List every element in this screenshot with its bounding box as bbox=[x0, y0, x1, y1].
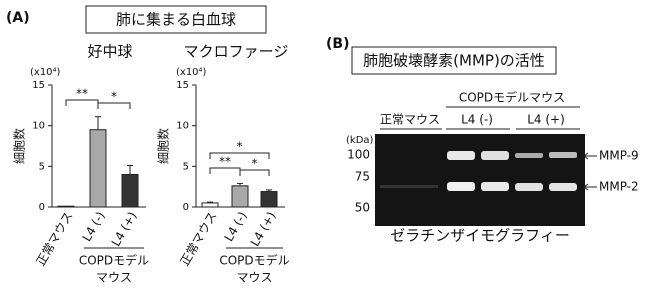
x-tick-label: L4 (-) bbox=[222, 209, 250, 244]
y-tick-label: 0 bbox=[183, 202, 189, 213]
chart-title: マクロファージ bbox=[184, 43, 289, 61]
sig-bracket bbox=[97, 102, 131, 109]
sig-label: * bbox=[237, 140, 243, 154]
lane-header: L4 (-) bbox=[461, 113, 493, 127]
method-label: ゼラチンザイモグラフィー bbox=[390, 227, 570, 245]
bands bbox=[380, 151, 577, 191]
arrow-head bbox=[583, 152, 589, 160]
lane-header: 正常マウス bbox=[380, 113, 440, 127]
panel-label: (B) bbox=[326, 36, 349, 52]
group-header: COPDモデルマウス bbox=[459, 90, 565, 105]
band bbox=[549, 183, 577, 191]
y-tick-label: 15 bbox=[176, 80, 189, 91]
panel-title: 肺に集まる白血球 bbox=[116, 11, 236, 29]
band-label: MMP-2 bbox=[599, 180, 639, 194]
unit-label: (kDa) bbox=[346, 135, 374, 146]
sig-label: * bbox=[252, 157, 258, 171]
bar bbox=[57, 205, 75, 208]
sig-label: ** bbox=[219, 155, 231, 169]
sig-label: * bbox=[111, 90, 117, 104]
lane-header: L4 (+) bbox=[527, 113, 565, 127]
marker-label: 75 bbox=[355, 170, 370, 184]
x-tick-label: L4 (+) bbox=[248, 209, 279, 249]
chart-title: 好中球 bbox=[87, 43, 132, 61]
band-label: MMP-9 bbox=[599, 149, 639, 163]
arrow-head bbox=[583, 183, 589, 191]
band bbox=[515, 183, 543, 191]
bar bbox=[231, 185, 249, 208]
y-tick-label: 0 bbox=[39, 202, 45, 213]
y-tick-label: 10 bbox=[32, 121, 45, 132]
group-label: マウス bbox=[236, 271, 272, 285]
band bbox=[481, 182, 509, 191]
sig-bracket bbox=[209, 167, 241, 174]
band bbox=[447, 182, 475, 191]
y-tick-label: 10 bbox=[176, 121, 189, 132]
bar bbox=[89, 129, 107, 208]
title-box bbox=[351, 46, 557, 75]
axis-unit: (x10⁴) bbox=[30, 67, 61, 78]
y-tick-label: 15 bbox=[32, 80, 45, 91]
x-tick-label: 正常マウス bbox=[33, 209, 75, 268]
band bbox=[447, 151, 475, 160]
y-tick-label: 5 bbox=[39, 161, 45, 172]
y-axis-label: 細胞数 bbox=[12, 128, 27, 164]
group-label: COPDモデル bbox=[219, 253, 289, 268]
y-tick-label: 5 bbox=[183, 161, 189, 172]
panel-title: 肺胞破壊酵素(MMP)の活性 bbox=[363, 52, 545, 70]
sig-label: ** bbox=[76, 87, 88, 101]
marker-label: 50 bbox=[355, 201, 370, 215]
sig-bracket bbox=[209, 152, 270, 159]
sig-bracket bbox=[65, 99, 99, 106]
bar bbox=[260, 191, 278, 208]
axis-unit: (x10⁴) bbox=[176, 67, 207, 78]
band bbox=[481, 151, 509, 160]
panel-label: (A) bbox=[6, 10, 30, 26]
bar bbox=[201, 202, 219, 208]
band bbox=[549, 152, 577, 158]
y-axis-label: 細胞数 bbox=[156, 128, 171, 164]
band bbox=[515, 153, 543, 158]
bar bbox=[121, 173, 139, 208]
marker-label: 100 bbox=[347, 148, 370, 162]
group-label: マウス bbox=[96, 271, 132, 285]
group-label: COPDモデル bbox=[79, 253, 149, 268]
x-tick-label: L4 (-) bbox=[80, 209, 108, 244]
sig-bracket bbox=[239, 169, 270, 176]
gel bbox=[375, 134, 585, 226]
band bbox=[380, 185, 438, 188]
x-tick-label: 正常マウス bbox=[177, 209, 219, 268]
title-box bbox=[85, 5, 267, 34]
x-tick-label: L4 (+) bbox=[109, 209, 140, 249]
